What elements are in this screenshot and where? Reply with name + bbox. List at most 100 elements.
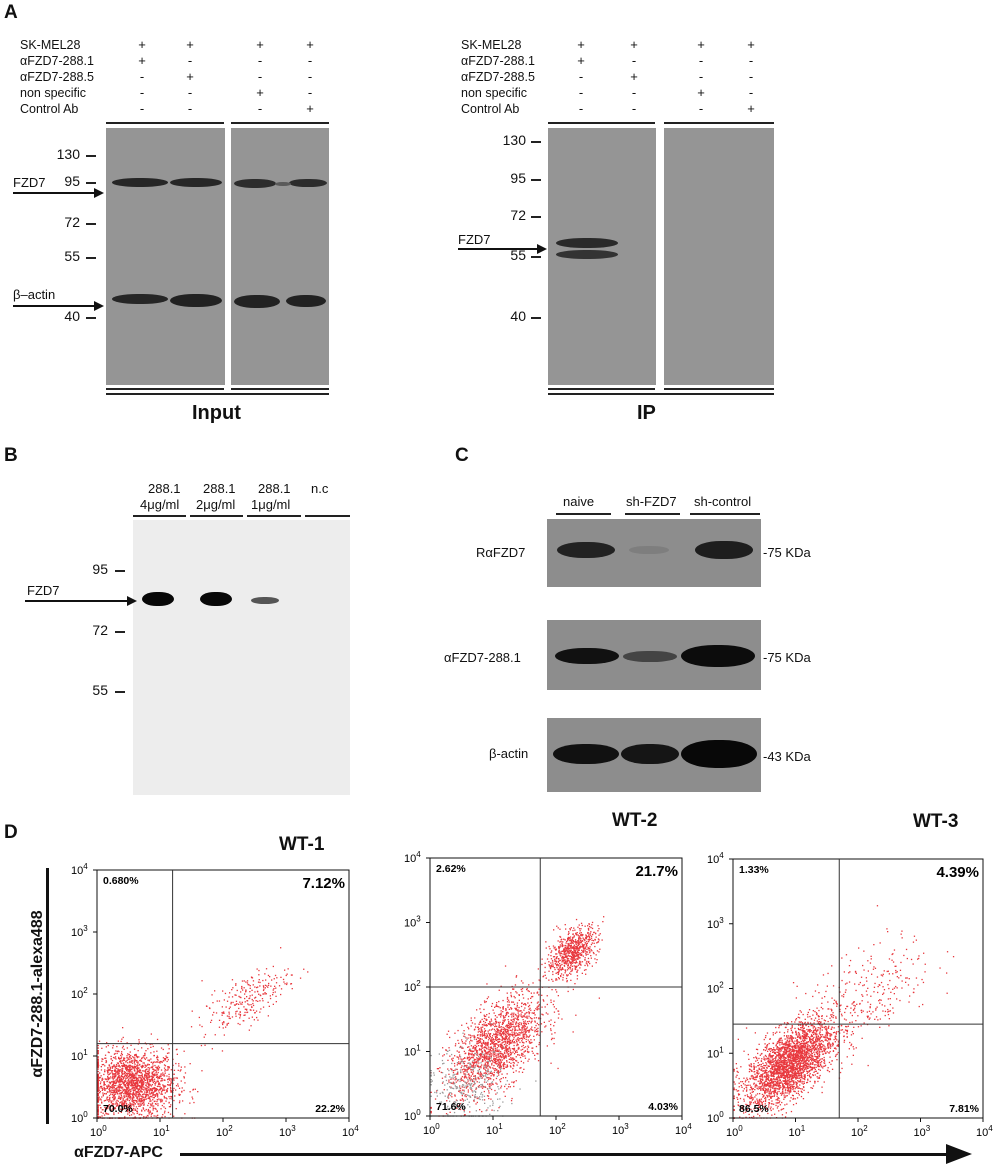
event-dot xyxy=(568,958,570,960)
event-dot xyxy=(130,1057,132,1060)
event-dot xyxy=(113,1099,116,1101)
event-dot xyxy=(129,1068,131,1070)
event-dot xyxy=(151,1112,153,1114)
event-dot xyxy=(125,1105,127,1107)
event-dot xyxy=(126,1057,128,1059)
event-dot xyxy=(131,1097,133,1099)
event-dot xyxy=(100,1111,102,1113)
event-dot xyxy=(589,934,592,936)
event-dot xyxy=(566,946,568,948)
event-dot xyxy=(476,1096,478,1098)
event-dot xyxy=(567,964,569,967)
input-caption: Input xyxy=(192,402,241,424)
event-dot xyxy=(100,1069,103,1071)
event-dot xyxy=(271,979,273,981)
event-dot xyxy=(105,1078,107,1081)
event-dot xyxy=(560,969,562,971)
event-dot xyxy=(137,1093,139,1095)
event-dot xyxy=(470,1071,473,1073)
event-dot xyxy=(497,1044,500,1047)
event-dot xyxy=(551,965,553,967)
event-dot xyxy=(123,1081,126,1083)
event-dot xyxy=(564,969,566,971)
event-dot xyxy=(512,1061,514,1064)
event-dot xyxy=(158,1066,161,1069)
event-dot xyxy=(573,950,576,952)
event-dot xyxy=(571,939,573,942)
event-dot xyxy=(479,1020,482,1022)
event-dot xyxy=(587,965,589,967)
event-dot xyxy=(538,1018,540,1020)
event-dot xyxy=(143,1103,145,1105)
event-dot xyxy=(436,1095,438,1097)
event-dot xyxy=(586,945,588,947)
event-dot xyxy=(482,1040,485,1042)
event-dot xyxy=(106,1085,108,1087)
event-dot xyxy=(307,971,309,973)
event-dot xyxy=(146,1075,148,1077)
event-dot xyxy=(577,952,580,954)
event-dot xyxy=(485,1044,487,1047)
event-dot xyxy=(580,922,583,924)
event-dot xyxy=(129,1071,131,1073)
event-dot xyxy=(492,1051,495,1053)
event-dot xyxy=(144,1079,146,1081)
event-dot xyxy=(493,1045,495,1048)
event-dot xyxy=(175,1089,177,1091)
event-dot xyxy=(454,1095,456,1097)
event-dot xyxy=(467,1037,469,1039)
actin-band xyxy=(170,294,222,307)
event-dot xyxy=(97,1081,99,1083)
event-dot xyxy=(472,1072,474,1074)
event-dot xyxy=(128,1073,130,1075)
event-dot xyxy=(477,1034,479,1036)
event-dot xyxy=(146,1078,148,1081)
event-dot xyxy=(486,1036,488,1038)
event-dot xyxy=(526,1048,529,1050)
event-dot xyxy=(541,1031,543,1033)
event-dot xyxy=(496,1028,498,1030)
event-dot xyxy=(162,1048,164,1051)
y-tick-label: 102 xyxy=(71,986,88,1001)
event-dot xyxy=(598,997,600,999)
event-dot xyxy=(507,1032,509,1035)
event-dot xyxy=(480,1004,482,1006)
event-dot xyxy=(167,1059,169,1061)
event-dot xyxy=(486,983,488,985)
event-dot xyxy=(470,1056,472,1059)
event-dot xyxy=(456,1106,458,1108)
actin-band xyxy=(286,295,326,307)
event-dot xyxy=(433,1072,435,1074)
event-dot xyxy=(492,1054,495,1056)
event-dot xyxy=(151,1073,153,1075)
panel-c-lane-rule xyxy=(690,513,760,515)
event-dot xyxy=(578,956,580,959)
event-dot xyxy=(441,1072,444,1074)
ip-bottom-rule xyxy=(548,393,774,395)
event-dot xyxy=(506,1065,508,1067)
event-dot xyxy=(511,1021,514,1023)
event-dot xyxy=(101,1079,103,1081)
event-dot xyxy=(499,1063,502,1065)
event-dot xyxy=(146,1079,148,1082)
event-dot xyxy=(137,1091,139,1094)
event-dot xyxy=(155,1066,157,1068)
event-dot xyxy=(505,1066,507,1068)
event-dot xyxy=(129,1102,131,1104)
event-dot xyxy=(509,1033,511,1035)
event-dot xyxy=(570,952,573,954)
event-dot xyxy=(238,1013,240,1015)
event-dot xyxy=(602,921,604,923)
event-dot xyxy=(108,1085,110,1087)
event-dot xyxy=(121,1080,123,1083)
event-dot xyxy=(590,926,592,929)
event-dot xyxy=(164,1092,166,1094)
event-dot xyxy=(113,1074,115,1076)
event-dot xyxy=(497,1039,499,1041)
event-dot xyxy=(131,1060,133,1062)
event-dot xyxy=(474,1075,476,1077)
event-dot xyxy=(133,1048,136,1050)
event-dot xyxy=(525,1004,527,1006)
event-dot xyxy=(564,950,566,953)
event-dot xyxy=(151,1061,153,1063)
